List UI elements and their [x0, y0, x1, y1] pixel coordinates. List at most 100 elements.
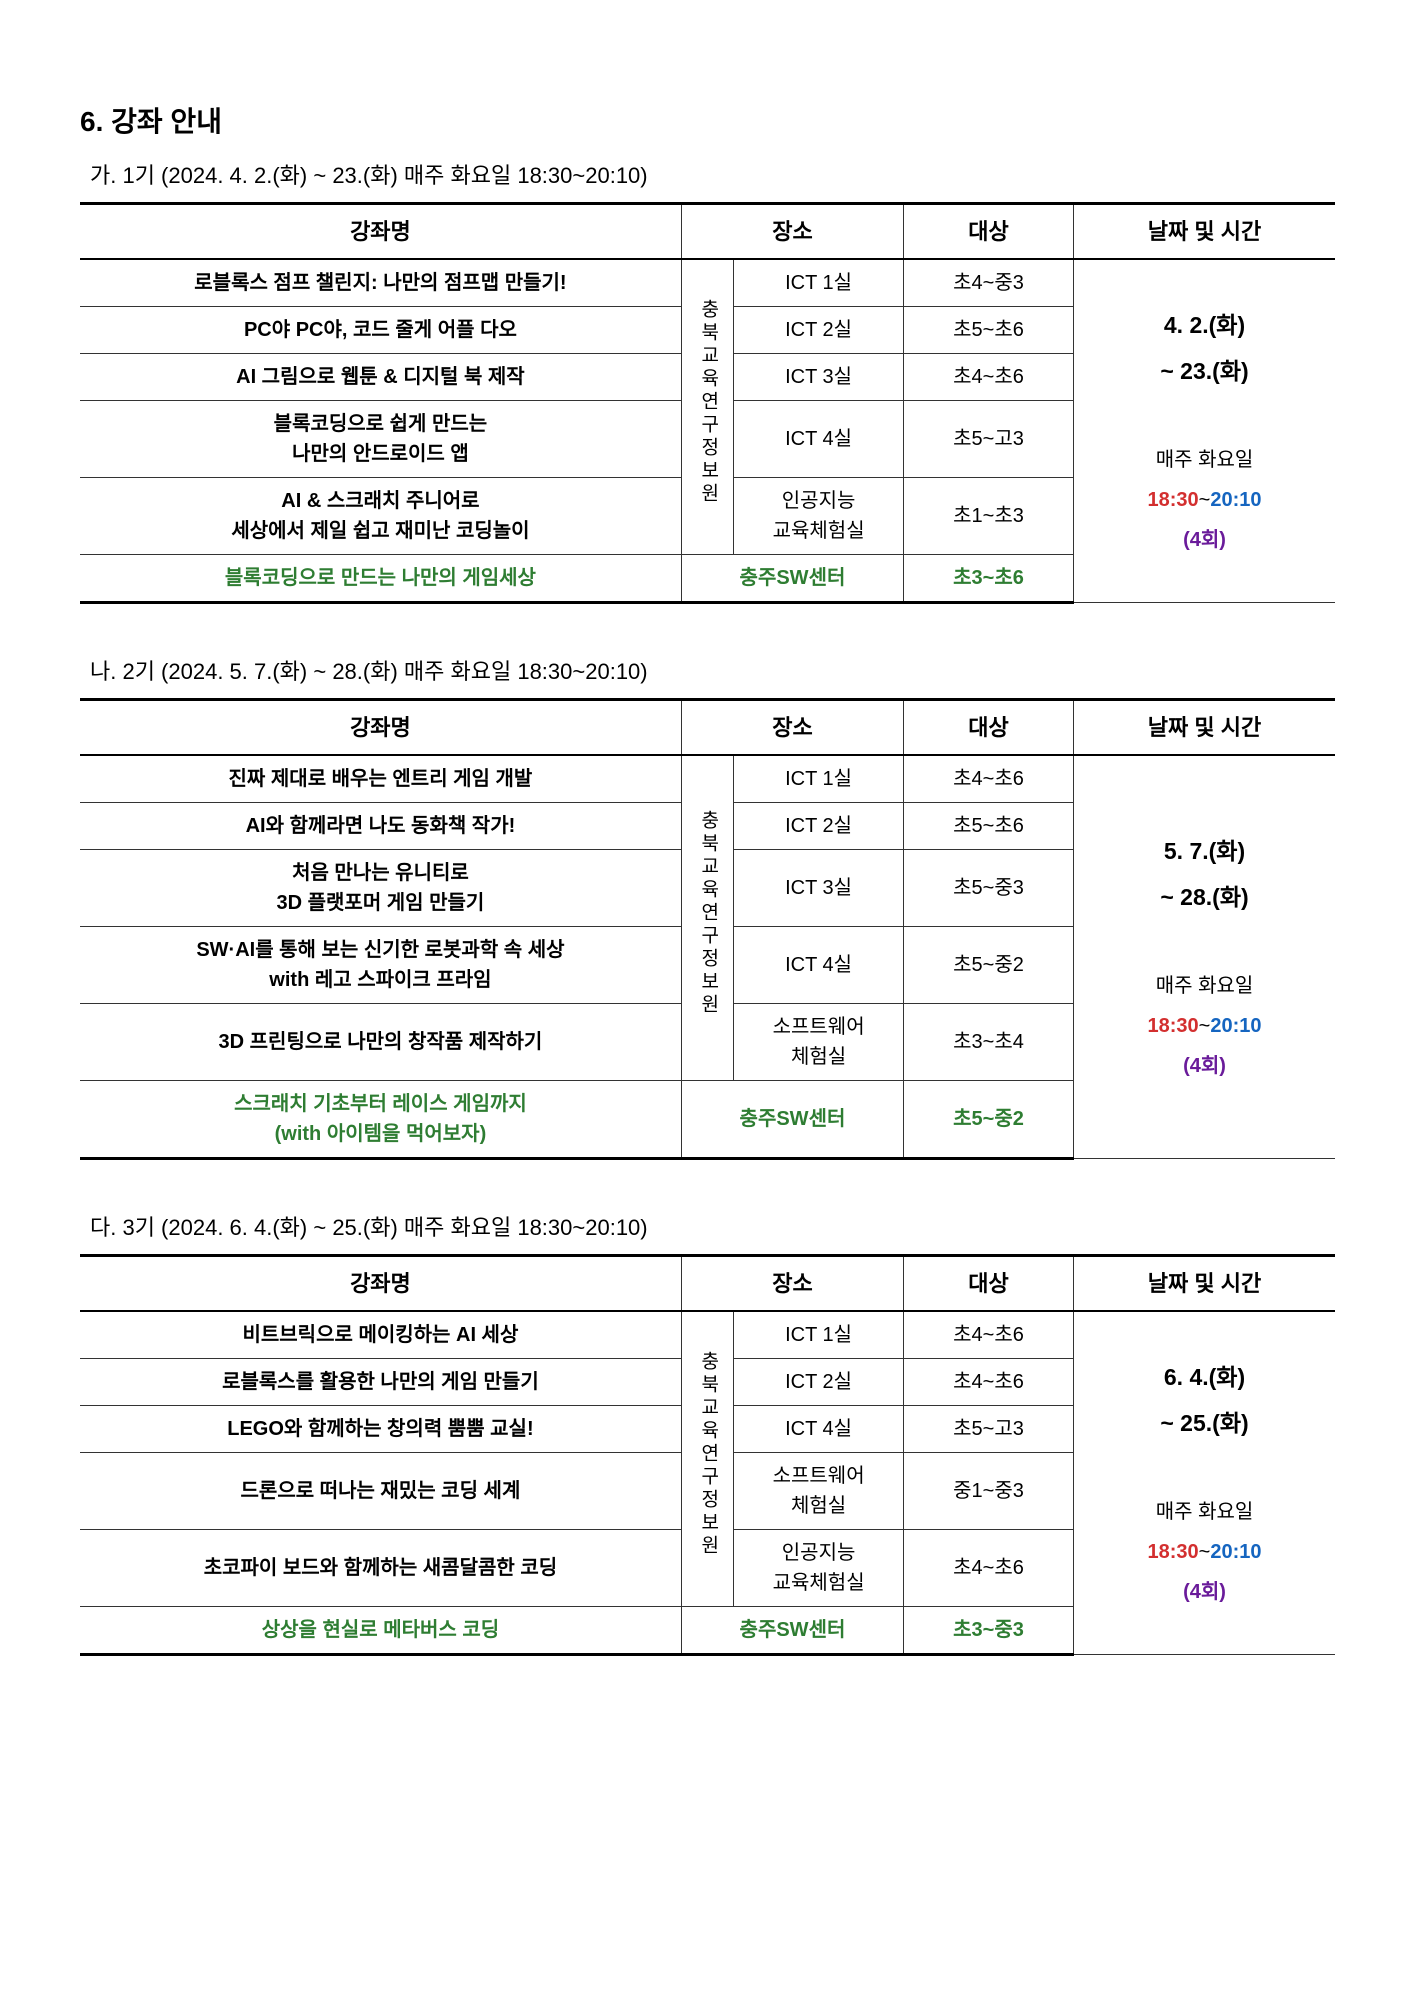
- term-section: 다. 3기 (2024. 6. 4.(화) ~ 25.(화) 매주 화요일 18…: [80, 1210, 1335, 1656]
- course-name-cell: 드론으로 떠나는 재밌는 코딩 세계: [80, 1453, 681, 1530]
- schedule-count: (4회): [1183, 529, 1226, 551]
- location-main-cell: 충북교육연구정보원: [681, 259, 733, 555]
- course-name-cell: LEGO와 함께하는 창의력 뿜뿜 교실!: [80, 1406, 681, 1453]
- header-target: 대상: [904, 700, 1074, 756]
- target-cell: 초5~초6: [904, 307, 1074, 354]
- room-cell: ICT 1실: [734, 1311, 904, 1359]
- course-name-cell: 진짜 제대로 배우는 엔트리 게임 개발: [80, 755, 681, 803]
- target-cell: 초3~초6: [904, 555, 1074, 603]
- room-cell: 소프트웨어체험실: [734, 1453, 904, 1530]
- room-cell: 인공지능교육체험실: [734, 478, 904, 555]
- course-name-cell: 로블록스를 활용한 나만의 게임 만들기: [80, 1359, 681, 1406]
- header-location: 장소: [681, 1256, 903, 1312]
- schedule-time: 18:30~20:10: [1148, 1015, 1262, 1037]
- course-name-cell: 처음 만나는 유니티로3D 플랫포머 게임 만들기: [80, 850, 681, 927]
- room-cell: ICT 2실: [734, 307, 904, 354]
- header-schedule: 날짜 및 시간: [1074, 204, 1336, 260]
- room-cell: 인공지능교육체험실: [734, 1530, 904, 1607]
- target-cell: 초3~초4: [904, 1004, 1074, 1081]
- room-cell: ICT 1실: [734, 259, 904, 307]
- schedule-date2: ~ 25.(화): [1160, 1410, 1248, 1436]
- room-cell: ICT 3실: [734, 850, 904, 927]
- course-name-cell: PC야 PC야, 코드 줄게 어플 다오: [80, 307, 681, 354]
- target-cell: 초5~중2: [904, 927, 1074, 1004]
- target-cell: 초4~초6: [904, 1359, 1074, 1406]
- table-row: 진짜 제대로 배우는 엔트리 게임 개발충북교육연구정보원ICT 1실초4~초6…: [80, 755, 1335, 803]
- schedule-day: 매주 화요일: [1080, 966, 1329, 1006]
- location-main-cell: 충북교육연구정보원: [681, 755, 733, 1081]
- course-table: 강좌명장소대상날짜 및 시간비트브릭으로 메이킹하는 AI 세상충북교육연구정보…: [80, 1254, 1335, 1656]
- schedule-date2: ~ 23.(화): [1160, 358, 1248, 384]
- schedule-cell: 6. 4.(화) ~ 25.(화) 매주 화요일 18:30~20:10 (4회…: [1074, 1311, 1336, 1655]
- course-name-cell: 비트브릭으로 메이킹하는 AI 세상: [80, 1311, 681, 1359]
- header-course: 강좌명: [80, 1256, 681, 1312]
- schedule-day: 매주 화요일: [1080, 440, 1329, 480]
- header-location: 장소: [681, 204, 903, 260]
- course-name-cell: 로블록스 점프 챌린지: 나만의 점프맵 만들기!: [80, 259, 681, 307]
- room-cell: 충주SW센터: [681, 555, 903, 603]
- schedule-date1: 5. 7.(화): [1164, 838, 1245, 864]
- room-cell: ICT 4실: [734, 927, 904, 1004]
- course-table: 강좌명장소대상날짜 및 시간진짜 제대로 배우는 엔트리 게임 개발충북교육연구…: [80, 698, 1335, 1160]
- target-cell: 초4~초6: [904, 354, 1074, 401]
- term-section: 가. 1기 (2024. 4. 2.(화) ~ 23.(화) 매주 화요일 18…: [80, 158, 1335, 604]
- target-cell: 초5~고3: [904, 401, 1074, 478]
- target-cell: 초1~초3: [904, 478, 1074, 555]
- course-name-cell: 상상을 현실로 메타버스 코딩: [80, 1607, 681, 1655]
- course-name-cell: 초코파이 보드와 함께하는 새콤달콤한 코딩: [80, 1530, 681, 1607]
- target-cell: 초4~초6: [904, 755, 1074, 803]
- target-cell: 초4~중3: [904, 259, 1074, 307]
- course-name-cell: 스크래치 기초부터 레이스 게임까지(with 아이템을 먹어보자): [80, 1081, 681, 1159]
- term-subtitle: 다. 3기 (2024. 6. 4.(화) ~ 25.(화) 매주 화요일 18…: [90, 1210, 1335, 1242]
- target-cell: 초3~중3: [904, 1607, 1074, 1655]
- room-cell: 충주SW센터: [681, 1607, 903, 1655]
- course-name-cell: AI와 함께라면 나도 동화책 작가!: [80, 803, 681, 850]
- table-row: 비트브릭으로 메이킹하는 AI 세상충북교육연구정보원ICT 1실초4~초6 6…: [80, 1311, 1335, 1359]
- target-cell: 중1~중3: [904, 1453, 1074, 1530]
- target-cell: 초5~초6: [904, 803, 1074, 850]
- header-schedule: 날짜 및 시간: [1074, 1256, 1336, 1312]
- target-cell: 초4~초6: [904, 1311, 1074, 1359]
- target-cell: 초5~중3: [904, 850, 1074, 927]
- course-name-cell: AI 그림으로 웹툰 & 디지털 북 제작: [80, 354, 681, 401]
- room-cell: ICT 2실: [734, 803, 904, 850]
- room-cell: ICT 2실: [734, 1359, 904, 1406]
- target-cell: 초5~중2: [904, 1081, 1074, 1159]
- schedule-time: 18:30~20:10: [1148, 1541, 1262, 1563]
- content-container: 가. 1기 (2024. 4. 2.(화) ~ 23.(화) 매주 화요일 18…: [80, 158, 1335, 1656]
- schedule-date2: ~ 28.(화): [1160, 884, 1248, 910]
- target-cell: 초4~초6: [904, 1530, 1074, 1607]
- course-name-cell: 3D 프린팅으로 나만의 창작품 제작하기: [80, 1004, 681, 1081]
- course-name-cell: SW·AI를 통해 보는 신기한 로봇과학 속 세상with 레고 스파이크 프…: [80, 927, 681, 1004]
- room-cell: 충주SW센터: [681, 1081, 903, 1159]
- room-cell: ICT 3실: [734, 354, 904, 401]
- table-row: 로블록스 점프 챌린지: 나만의 점프맵 만들기!충북교육연구정보원ICT 1실…: [80, 259, 1335, 307]
- target-cell: 초5~고3: [904, 1406, 1074, 1453]
- header-schedule: 날짜 및 시간: [1074, 700, 1336, 756]
- schedule-cell: 5. 7.(화) ~ 28.(화) 매주 화요일 18:30~20:10 (4회…: [1074, 755, 1336, 1159]
- schedule-cell: 4. 2.(화) ~ 23.(화) 매주 화요일 18:30~20:10 (4회…: [1074, 259, 1336, 603]
- room-cell: 소프트웨어체험실: [734, 1004, 904, 1081]
- schedule-count: (4회): [1183, 1055, 1226, 1077]
- course-name-cell: 블록코딩으로 쉽게 만드는나만의 안드로이드 앱: [80, 401, 681, 478]
- schedule-count: (4회): [1183, 1581, 1226, 1603]
- header-target: 대상: [904, 204, 1074, 260]
- term-subtitle: 가. 1기 (2024. 4. 2.(화) ~ 23.(화) 매주 화요일 18…: [90, 158, 1335, 190]
- header-course: 강좌명: [80, 204, 681, 260]
- course-table: 강좌명장소대상날짜 및 시간로블록스 점프 챌린지: 나만의 점프맵 만들기!충…: [80, 202, 1335, 604]
- schedule-date1: 4. 2.(화): [1164, 312, 1245, 338]
- schedule-time: 18:30~20:10: [1148, 489, 1262, 511]
- room-cell: ICT 1실: [734, 755, 904, 803]
- schedule-date1: 6. 4.(화): [1164, 1364, 1245, 1390]
- room-cell: ICT 4실: [734, 401, 904, 478]
- term-section: 나. 2기 (2024. 5. 7.(화) ~ 28.(화) 매주 화요일 18…: [80, 654, 1335, 1160]
- course-name-cell: 블록코딩으로 만드는 나만의 게임세상: [80, 555, 681, 603]
- location-main-cell: 충북교육연구정보원: [681, 1311, 733, 1607]
- page-title: 6. 강좌 안내: [80, 100, 1335, 140]
- term-subtitle: 나. 2기 (2024. 5. 7.(화) ~ 28.(화) 매주 화요일 18…: [90, 654, 1335, 686]
- course-name-cell: AI & 스크래치 주니어로세상에서 제일 쉽고 재미난 코딩놀이: [80, 478, 681, 555]
- header-course: 강좌명: [80, 700, 681, 756]
- header-location: 장소: [681, 700, 903, 756]
- schedule-day: 매주 화요일: [1080, 1492, 1329, 1532]
- room-cell: ICT 4실: [734, 1406, 904, 1453]
